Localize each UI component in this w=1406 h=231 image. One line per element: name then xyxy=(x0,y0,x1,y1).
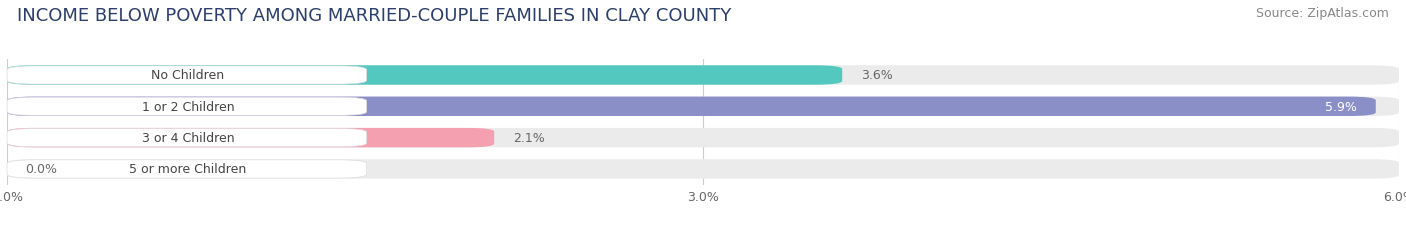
Text: 0.0%: 0.0% xyxy=(25,163,58,176)
FancyBboxPatch shape xyxy=(7,66,842,85)
FancyBboxPatch shape xyxy=(7,66,1399,85)
FancyBboxPatch shape xyxy=(7,67,367,85)
FancyBboxPatch shape xyxy=(7,97,1376,116)
Text: 1 or 2 Children: 1 or 2 Children xyxy=(142,100,235,113)
Text: 2.1%: 2.1% xyxy=(513,131,544,145)
Text: INCOME BELOW POVERTY AMONG MARRIED-COUPLE FAMILIES IN CLAY COUNTY: INCOME BELOW POVERTY AMONG MARRIED-COUPL… xyxy=(17,7,731,25)
FancyBboxPatch shape xyxy=(7,160,1399,179)
FancyBboxPatch shape xyxy=(7,97,1399,116)
Text: 3 or 4 Children: 3 or 4 Children xyxy=(142,131,235,145)
FancyBboxPatch shape xyxy=(7,128,495,148)
Text: 5.9%: 5.9% xyxy=(1326,100,1357,113)
FancyBboxPatch shape xyxy=(7,129,367,147)
FancyBboxPatch shape xyxy=(7,128,1399,148)
Text: 5 or more Children: 5 or more Children xyxy=(129,163,246,176)
Text: Source: ZipAtlas.com: Source: ZipAtlas.com xyxy=(1256,7,1389,20)
FancyBboxPatch shape xyxy=(7,98,367,116)
Text: No Children: No Children xyxy=(152,69,225,82)
FancyBboxPatch shape xyxy=(7,160,367,178)
Text: 3.6%: 3.6% xyxy=(860,69,893,82)
